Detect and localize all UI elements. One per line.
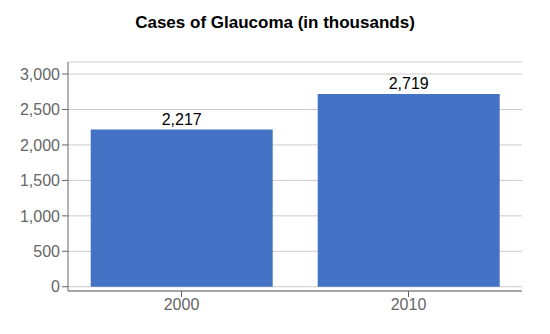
svg-text:2,217: 2,217 <box>162 111 202 128</box>
svg-text:2,000: 2,000 <box>20 137 60 154</box>
svg-text:2000: 2000 <box>164 296 200 313</box>
svg-text:3,000: 3,000 <box>20 66 60 83</box>
svg-text:500: 500 <box>33 243 60 260</box>
svg-text:2,500: 2,500 <box>20 101 60 118</box>
svg-text:1,000: 1,000 <box>20 208 60 225</box>
svg-text:1,500: 1,500 <box>20 172 60 189</box>
svg-text:2,719: 2,719 <box>389 75 429 92</box>
html-text:Cases of Glaucoma (in thousand: Cases of Glaucoma (in thousands) <box>135 13 415 32</box>
svg-text:2010: 2010 <box>391 296 427 313</box>
svg-text:0: 0 <box>51 278 60 295</box>
